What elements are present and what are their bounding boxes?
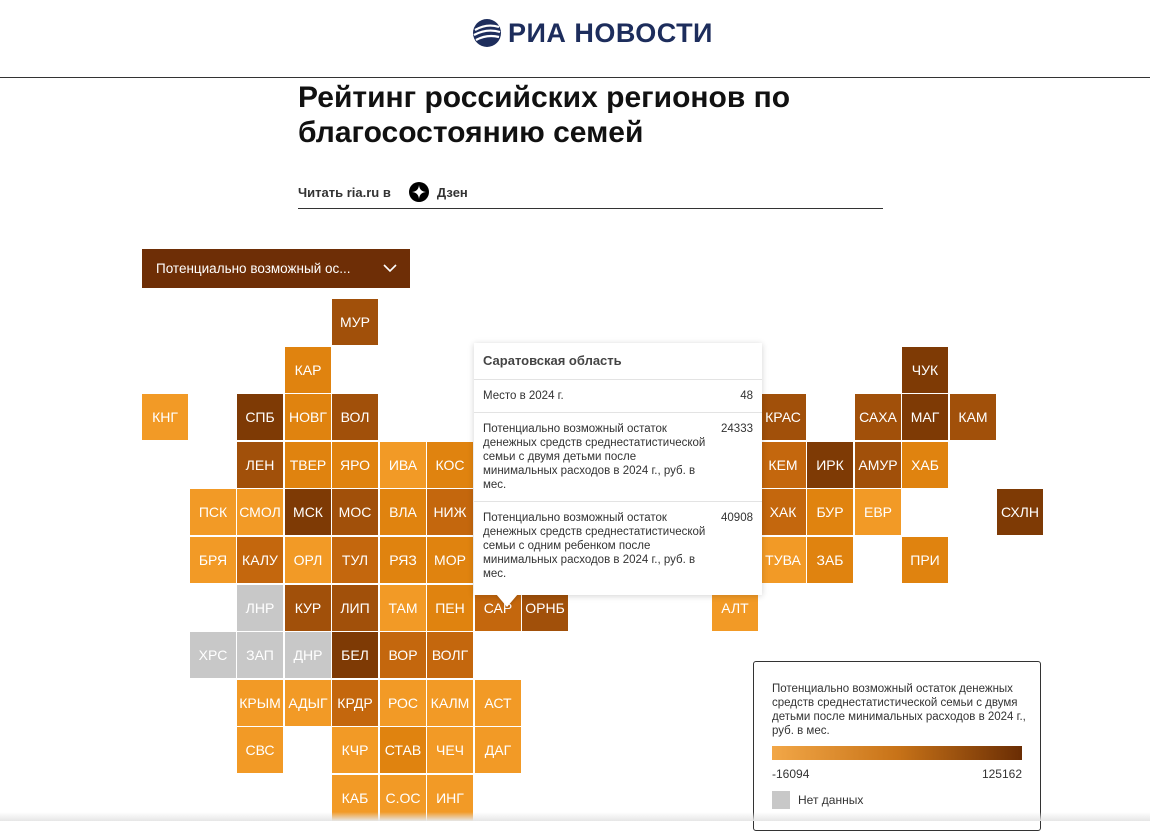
region-tile[interactable]: МОР xyxy=(427,537,473,583)
region-tile[interactable]: ТУВА xyxy=(760,537,806,583)
bottom-fade xyxy=(0,812,1150,821)
legend-min-value: -16094 xyxy=(772,767,810,781)
tooltip-pointer xyxy=(496,594,518,607)
region-tile[interactable]: ХАБ xyxy=(902,442,948,488)
region-tile[interactable]: МОС xyxy=(332,489,378,535)
ria-globe-icon xyxy=(473,19,501,47)
region-tile[interactable]: КЕМ xyxy=(760,442,806,488)
region-tile[interactable]: АМУР xyxy=(855,442,901,488)
legend-nodata-label: Нет данных xyxy=(798,793,864,807)
tooltip-row-value: 48 xyxy=(740,390,753,402)
region-tile[interactable]: ДНР xyxy=(285,632,331,678)
tooltip-row-label: Потенциально возможный остаток денежных … xyxy=(483,423,706,491)
region-tile[interactable]: ПЕН xyxy=(427,585,473,631)
dzen-icon[interactable] xyxy=(408,182,429,202)
region-tile[interactable]: КАЛМ xyxy=(427,680,473,726)
region-tile[interactable]: МСК xyxy=(285,489,331,535)
region-tile[interactable]: ЛИП xyxy=(332,585,378,631)
legend-max-value: 125162 xyxy=(981,767,1022,781)
region-tile[interactable]: КАМ xyxy=(950,394,996,440)
legend-title: Потенциально возможный остаток денежных … xyxy=(772,683,1026,737)
region-tile[interactable]: НИЖ xyxy=(427,489,473,535)
region-tile[interactable]: ТАМ xyxy=(380,585,426,631)
region-tile[interactable]: ОРЛ xyxy=(285,537,331,583)
region-tile[interactable]: ПСК xyxy=(190,489,236,535)
tooltip-title: Саратовская область xyxy=(474,343,762,380)
region-tile[interactable]: БЕЛ xyxy=(332,632,378,678)
read-in-bar: Читать ria.ru в Дзен xyxy=(298,176,883,209)
region-tile[interactable]: ЧЕЧ xyxy=(427,727,473,773)
region-tile[interactable]: СХЛН xyxy=(997,489,1043,535)
ria-logo[interactable]: РИА НОВОСТИ xyxy=(472,16,713,50)
region-tile[interactable]: КАЛУ xyxy=(237,537,283,583)
tooltip-row-value: 40908 xyxy=(721,512,753,524)
region-tile[interactable]: КУР xyxy=(285,585,331,631)
region-tile[interactable]: НОВГ xyxy=(285,394,331,440)
region-tile[interactable]: ЛНР xyxy=(237,585,283,631)
region-tile[interactable]: СВС xyxy=(237,727,283,773)
page-title: Рейтинг российских регионов по благосост… xyxy=(298,81,791,149)
region-tile[interactable]: КРАС xyxy=(760,394,806,440)
region-tile[interactable]: ИРК xyxy=(807,442,853,488)
region-tile[interactable]: АСТ xyxy=(475,680,521,726)
region-tile[interactable]: РОС xyxy=(380,680,426,726)
tooltip-row: Место в 2024 г. 48 xyxy=(474,380,762,413)
region-tile[interactable]: ТУЛ xyxy=(332,537,378,583)
region-tile[interactable]: САХА xyxy=(855,394,901,440)
region-tile[interactable]: МАГ xyxy=(902,394,948,440)
tooltip-row: Потенциально возможный остаток денежных … xyxy=(474,502,762,590)
region-tile[interactable]: ХРС xyxy=(190,632,236,678)
indicator-select[interactable]: Потенциально возможный ос... xyxy=(142,249,410,288)
tooltip-row-value: 24333 xyxy=(721,423,753,435)
indicator-select-value: Потенциально возможный ос... xyxy=(156,261,351,276)
region-tile[interactable]: КАР xyxy=(285,347,331,393)
region-tile[interactable]: ВОЛГ xyxy=(427,632,473,678)
region-tile[interactable]: ВЛА xyxy=(380,489,426,535)
region-tile[interactable]: КРЫМ xyxy=(237,680,283,726)
legend-gradient-bar xyxy=(772,746,1022,760)
region-tile[interactable]: МУР xyxy=(332,299,378,345)
region-tile[interactable]: БУР xyxy=(807,489,853,535)
tooltip-row-label: Место в 2024 г. xyxy=(483,390,564,402)
region-tile[interactable]: ХАК xyxy=(760,489,806,535)
region-tile[interactable]: КОС xyxy=(427,442,473,488)
logo-text: РИА НОВОСТИ xyxy=(508,17,713,48)
region-tile[interactable]: ДАГ xyxy=(475,727,521,773)
read-prefix: Читать ria.ru в xyxy=(298,184,391,200)
region-tile[interactable]: ПРИ xyxy=(902,537,948,583)
legend-nodata-swatch xyxy=(772,791,790,809)
region-tile[interactable]: ЕВР xyxy=(855,489,901,535)
region-tile[interactable]: КНГ xyxy=(142,394,188,440)
region-tile[interactable]: ЧУК xyxy=(902,347,948,393)
region-tile[interactable]: КЧР xyxy=(332,727,378,773)
region-tile[interactable]: КРДР xyxy=(332,680,378,726)
map-legend: Потенциально возможный остаток денежных … xyxy=(753,661,1041,831)
region-tile[interactable]: СМОЛ xyxy=(237,489,283,535)
region-tile[interactable]: ЗАП xyxy=(237,632,283,678)
region-tile[interactable]: РЯЗ xyxy=(380,537,426,583)
region-tile[interactable]: СПБ xyxy=(237,394,283,440)
site-header: РИА НОВОСТИ xyxy=(0,0,1150,78)
dzen-link[interactable]: Дзен xyxy=(436,184,468,200)
chevron-down-icon xyxy=(383,264,397,273)
region-tile[interactable]: ЗАБ xyxy=(807,537,853,583)
region-tile[interactable]: СТАВ xyxy=(380,727,426,773)
tooltip-row-label: Потенциально возможный остаток денежных … xyxy=(483,512,706,580)
region-tile[interactable]: АДЫГ xyxy=(285,680,331,726)
region-tile[interactable]: ВОР xyxy=(380,632,426,678)
region-tile[interactable]: БРЯ xyxy=(190,537,236,583)
region-tile[interactable]: ЯРО xyxy=(332,442,378,488)
region-tile[interactable]: ТВЕР xyxy=(285,442,331,488)
region-tooltip: Саратовская область Место в 2024 г. 48 П… xyxy=(474,343,762,595)
region-tile[interactable]: ВОЛ xyxy=(332,394,378,440)
region-tile[interactable]: ИВА xyxy=(380,442,426,488)
tooltip-row: Потенциально возможный остаток денежных … xyxy=(474,413,762,502)
region-tile[interactable]: ЛЕН xyxy=(237,442,283,488)
